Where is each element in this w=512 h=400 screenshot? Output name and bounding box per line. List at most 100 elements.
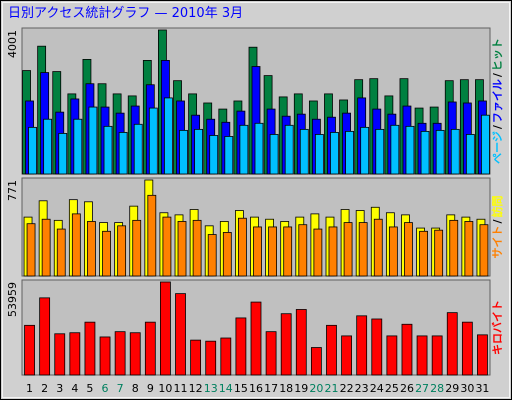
- bar: [404, 222, 413, 277]
- bar: [375, 128, 385, 175]
- bar: [129, 332, 141, 376]
- bar: [224, 136, 234, 175]
- x-tick-label: 26: [400, 382, 414, 395]
- bar: [88, 106, 98, 175]
- bar: [360, 126, 370, 175]
- x-tick-label: 29: [445, 382, 459, 395]
- bar: [69, 332, 81, 376]
- bar: [388, 226, 398, 277]
- x-tick-label: 31: [475, 382, 489, 395]
- bar: [222, 232, 232, 277]
- legend-entry: キロバイト: [491, 300, 504, 355]
- bar: [450, 128, 460, 175]
- x-tick-label: 15: [234, 382, 248, 395]
- x-tick-label: 20: [309, 382, 323, 395]
- legend-separator: /: [491, 219, 504, 224]
- legend: キロバイト: [491, 300, 504, 355]
- bar: [405, 125, 415, 175]
- bar: [84, 321, 96, 376]
- legend: サイト / 訪問: [490, 195, 504, 258]
- x-tick-label: 14: [219, 382, 233, 395]
- x-tick-label: 13: [204, 382, 218, 395]
- bar: [280, 313, 292, 376]
- bar: [420, 130, 430, 175]
- legend-separator: /: [491, 124, 504, 129]
- x-tick-label: 4: [71, 382, 78, 395]
- x-tick-label: 6: [102, 382, 109, 395]
- bar: [446, 312, 458, 376]
- bar: [54, 333, 66, 376]
- bar: [464, 221, 474, 277]
- bar: [102, 230, 111, 277]
- bar: [390, 124, 400, 175]
- legend-entry: ファイル: [491, 79, 504, 123]
- bar: [343, 222, 353, 277]
- bar: [162, 216, 172, 277]
- bar: [205, 340, 217, 376]
- y-tick-label: 4001: [6, 30, 19, 58]
- bar: [253, 226, 262, 277]
- x-tick-label: 7: [117, 382, 124, 395]
- bar: [235, 317, 247, 376]
- bar: [345, 130, 354, 175]
- x-tick-label: 21: [324, 382, 338, 395]
- bar: [39, 297, 51, 376]
- bar: [341, 335, 352, 376]
- bar: [179, 129, 188, 175]
- x-tick-label: 23: [355, 382, 369, 395]
- bar: [295, 309, 307, 376]
- bar: [449, 219, 459, 277]
- bar: [269, 134, 279, 175]
- bar: [147, 194, 157, 277]
- bar: [175, 293, 186, 376]
- bar: [310, 347, 322, 376]
- bar: [431, 335, 443, 376]
- bar: [118, 132, 128, 175]
- legend-separator: /: [491, 72, 504, 77]
- x-tick-label: 12: [189, 382, 203, 395]
- x-tick-label: 17: [264, 382, 278, 395]
- bar: [148, 107, 158, 175]
- bar: [373, 218, 383, 277]
- bar: [238, 217, 247, 277]
- x-tick-label: 27: [415, 382, 429, 395]
- bar: [114, 331, 126, 376]
- bar: [194, 128, 204, 175]
- bar: [26, 223, 36, 277]
- x-tick-label: 16: [249, 382, 263, 395]
- x-tick-label: 18: [279, 382, 293, 395]
- x-tick-label: 8: [132, 382, 139, 395]
- legend-entry: サイト: [491, 226, 504, 259]
- bar: [328, 226, 338, 277]
- bar: [133, 123, 143, 175]
- bar: [103, 125, 113, 175]
- bar: [56, 228, 66, 277]
- bar: [283, 226, 293, 277]
- x-tick-label: 10: [158, 382, 172, 395]
- bar: [24, 324, 35, 376]
- bar: [479, 224, 489, 277]
- bar: [313, 228, 323, 277]
- x-tick-label: 19: [294, 382, 308, 395]
- bar: [330, 132, 339, 175]
- bar: [144, 321, 156, 376]
- x-tick-label: 24: [370, 382, 384, 395]
- bar: [434, 229, 444, 277]
- x-tick-label: 11: [174, 382, 188, 395]
- x-tick-label: 28: [430, 382, 444, 395]
- x-tick-label: 1: [26, 382, 33, 395]
- bar: [401, 323, 413, 376]
- bar: [73, 118, 83, 175]
- x-tick-label: 22: [340, 382, 354, 395]
- x-tick-label: 9: [147, 382, 154, 395]
- bar: [71, 213, 81, 277]
- x-tick-label: 25: [385, 382, 399, 395]
- bar: [371, 318, 383, 376]
- bar: [43, 118, 53, 175]
- bar: [299, 128, 309, 175]
- bar: [416, 335, 428, 376]
- bar: [254, 122, 264, 175]
